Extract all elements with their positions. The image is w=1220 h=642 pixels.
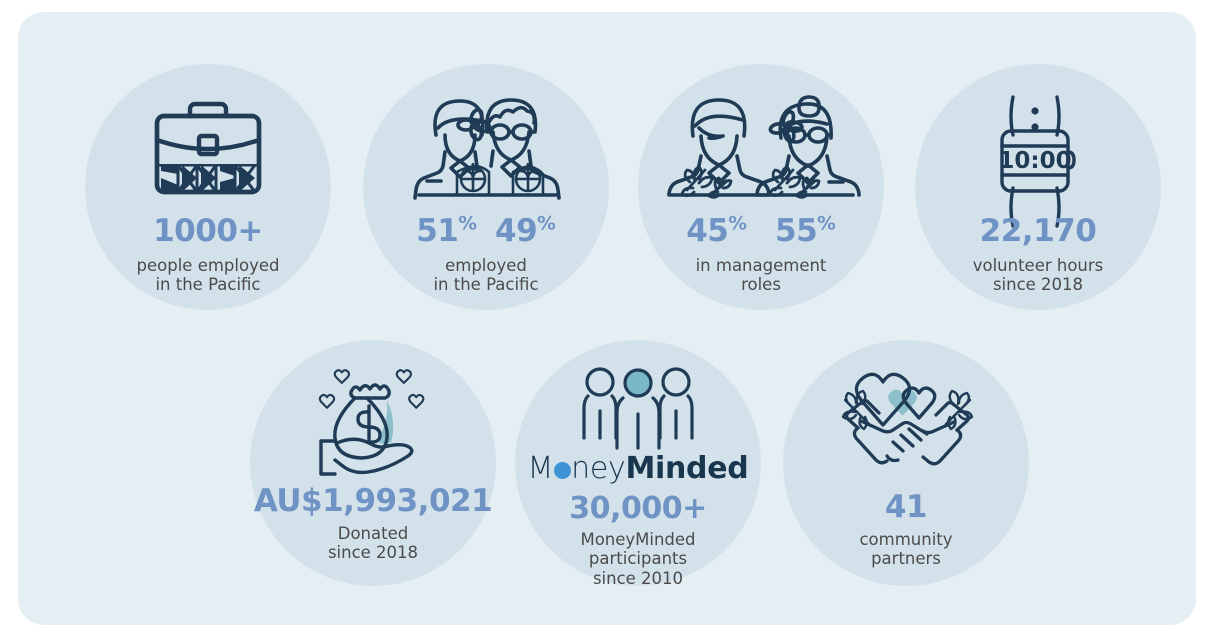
stat-value-pair: 51% 49% [416,213,556,249]
caption-line-1: MoneyMinded [580,530,696,549]
briefcase-icon [149,86,267,204]
stat-caption: people employed in the Pacific [137,256,280,295]
stat-value-left: 51% [416,213,477,249]
stat-caption: volunteer hours since 2018 [973,256,1104,295]
caption-line-3: since 2010 [592,568,684,588]
caption-line-1: volunteer hours [972,256,1104,275]
stat-caption: MoneyMinded participants since 2010 [580,530,695,588]
stat-caption: community partners [859,530,952,569]
stat-card-community-partners: 41 community partners [783,340,1029,586]
caption-line-1: community [859,530,953,549]
caption-line-2: partners [871,549,941,569]
stat-value: AU$1,993,021 [253,483,493,519]
caption-line-1: Donated [337,524,409,543]
two-people-pacific-icon [411,86,561,204]
caption-line-2: roles [741,275,781,295]
logo-mid: ney [571,451,626,486]
stat-value: 22,170 [979,213,1097,249]
caption-line-2: participants [588,549,688,569]
stat-card-people-employed: 1000+ people employed in the Pacific [85,64,331,310]
stat-card-volunteer-hours: 10:00 22,170 volunteer hours since 2018 [915,64,1161,310]
stat-value: 30,000+ [569,491,707,526]
handshake-hearts-icon [831,360,981,478]
caption-line-2: in the Pacific [433,275,539,295]
caption-line-1: in management [695,256,827,275]
percent-sign-right: % [537,213,556,235]
stat-value-right: 55% [775,213,836,249]
caption-line-1: employed [445,256,527,275]
stat-card-gender-split: 51% 49% employed in the Pacific [363,64,609,310]
hand-money-bag-icon [309,360,437,478]
smartwatch-icon: 10:00 [983,86,1093,228]
caption-line-2: since 2018 [992,275,1084,295]
stat-value: 1000+ [153,213,263,249]
logo-bold: Minded [625,451,749,486]
stat-caption: in management roles [696,256,827,295]
three-people-icon [578,366,698,452]
stat-value-left: 45% [686,213,747,249]
stat-value-pair: 45% 55% [686,213,836,249]
caption-line-2: since 2018 [327,543,419,563]
stat-card-management-roles: 45% 55% in management roles [638,64,884,310]
stat-card-donated: AU$1,993,021 Donated since 2018 [250,340,496,586]
percent-sign-right: % [817,213,836,235]
logo-prefix: M [527,451,554,486]
watch-time-text: 10:00 [998,148,1071,174]
two-people-management-icon [666,86,861,204]
caption-line-2: in the Pacific [155,275,261,295]
stats-panel: 1000+ people employed in the Pacific [18,12,1196,625]
stat-caption: Donated since 2018 [328,524,418,563]
stat-value-right: 49% [495,213,556,249]
stat-value: 41 [884,489,928,525]
logo-dot-icon [553,462,571,479]
caption-line-1: people employed [136,256,280,275]
percent-sign-left: % [458,213,477,235]
stat-caption: employed in the Pacific [433,256,538,295]
percent-sign-left: % [728,213,747,235]
